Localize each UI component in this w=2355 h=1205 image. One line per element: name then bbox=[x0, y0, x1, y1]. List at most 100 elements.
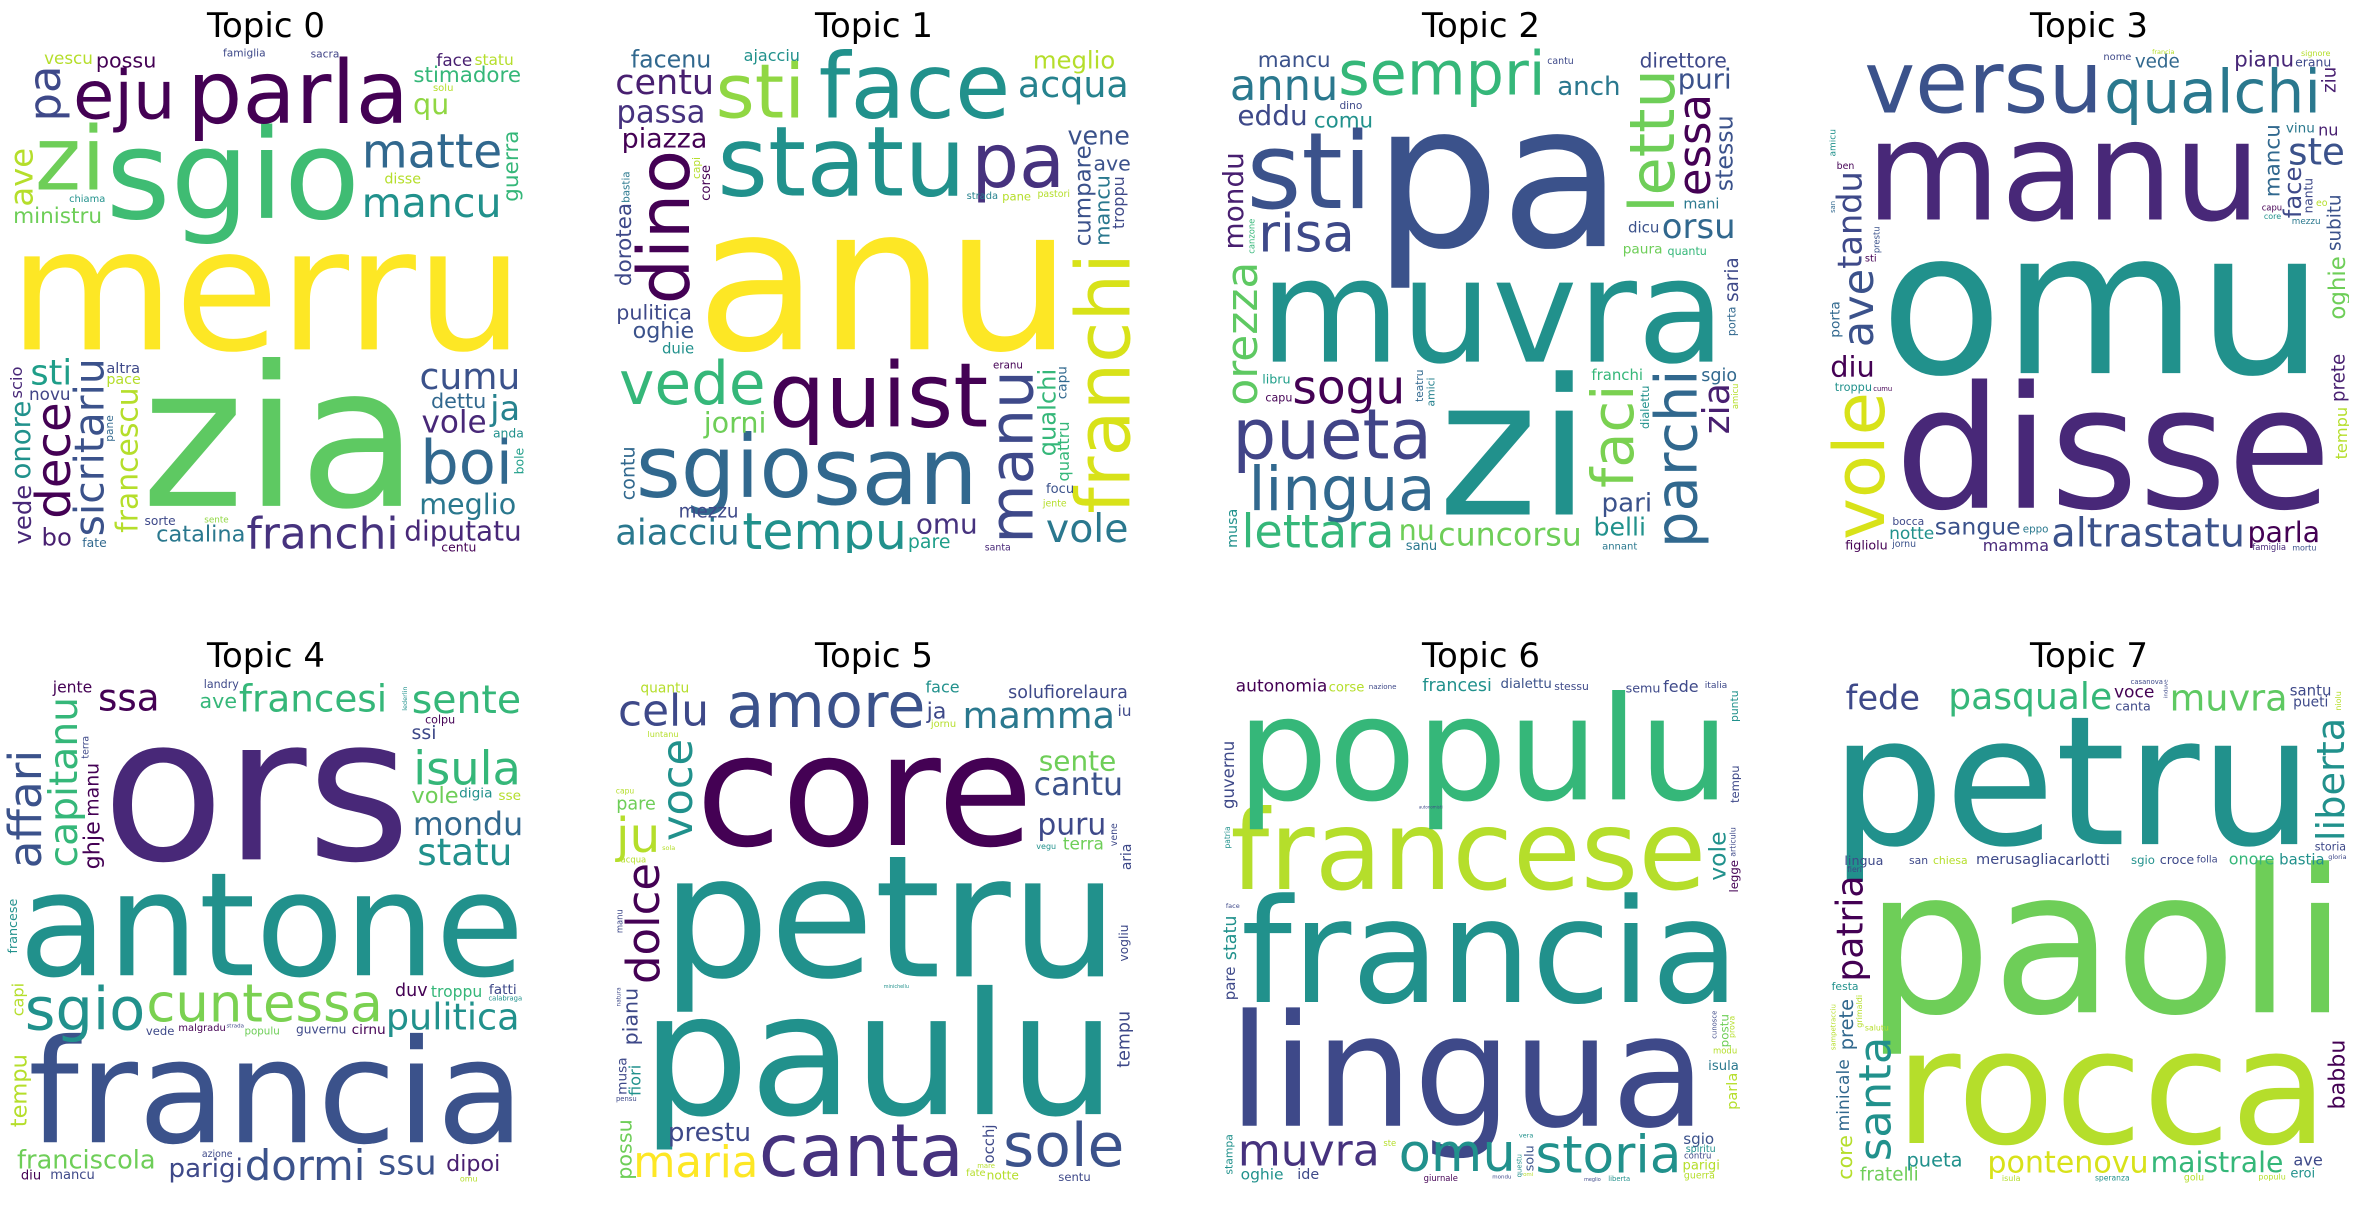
word: francese bbox=[1230, 788, 1706, 916]
word: porta bbox=[1726, 307, 1739, 337]
word: passa bbox=[616, 95, 705, 130]
word: paura bbox=[1623, 241, 1663, 257]
word: speranza bbox=[2095, 1174, 2130, 1183]
word-cloud: omu disse manu versu qualchi vole altrastatu sa… bbox=[1829, 48, 2349, 553]
word: eranu bbox=[2295, 54, 2331, 69]
word: novu bbox=[29, 384, 70, 404]
word: quist bbox=[769, 344, 989, 448]
word: core bbox=[1833, 1135, 1857, 1180]
word: italia bbox=[1705, 680, 1728, 691]
word: cirnu bbox=[352, 1022, 386, 1038]
word: onore bbox=[6, 401, 37, 480]
word: manu bbox=[82, 763, 104, 817]
word: altra bbox=[106, 360, 140, 377]
word: face bbox=[819, 48, 1011, 140]
word: pulitica bbox=[386, 996, 520, 1039]
word: possu bbox=[614, 1119, 637, 1179]
word: amore bbox=[726, 678, 925, 742]
word: vole bbox=[1829, 392, 1901, 540]
topic-panel-3: Topic 3 omu disse manu versu qualchi vole altr… bbox=[1829, 6, 2349, 553]
word: paoli bbox=[1865, 827, 2348, 1060]
word: babbu bbox=[2325, 1040, 2350, 1110]
word: santa bbox=[1849, 1037, 1902, 1161]
word: amicu bbox=[1730, 384, 1740, 410]
word: saria bbox=[1722, 257, 1741, 302]
word: fede bbox=[1846, 678, 1920, 717]
word: boi bbox=[420, 429, 513, 499]
word: duie bbox=[662, 340, 694, 358]
word: sente bbox=[1039, 745, 1116, 778]
word: fiori bbox=[625, 1065, 644, 1096]
word: core bbox=[696, 700, 1033, 882]
topic-panel-1: Topic 1 anu quist statu san face sgio vede temp… bbox=[614, 6, 1134, 553]
word: sgio bbox=[2131, 853, 2155, 867]
word: possu bbox=[96, 48, 156, 72]
word: fede bbox=[1663, 678, 1698, 696]
word: stampa bbox=[1223, 1134, 1236, 1174]
word: mondu bbox=[1221, 152, 1250, 249]
word: legge bbox=[1727, 860, 1741, 892]
word: matte bbox=[362, 124, 502, 179]
word: onore bbox=[2229, 850, 2275, 869]
word: semu bbox=[1626, 681, 1661, 696]
word: face bbox=[926, 678, 960, 697]
word: dece bbox=[26, 402, 82, 518]
word: questu bbox=[1515, 1154, 1523, 1177]
word: zia bbox=[141, 325, 418, 553]
word: franchi bbox=[246, 508, 398, 553]
word: sgio bbox=[1683, 1130, 1714, 1148]
word: cunosce bbox=[1711, 1011, 1719, 1039]
word: cantu bbox=[1547, 56, 1574, 67]
panel-title: Topic 1 bbox=[815, 6, 933, 46]
topic-panel-6: Topic 6 francia francese lingua populu omu st… bbox=[1221, 636, 1741, 1183]
word: franciscola bbox=[17, 1145, 155, 1175]
word: autonomisti bbox=[1419, 805, 1443, 810]
word: face bbox=[2279, 167, 2307, 219]
word: mancu bbox=[50, 1168, 95, 1183]
word: capitanu bbox=[42, 697, 87, 867]
word: scio bbox=[7, 367, 26, 399]
word: corse bbox=[1329, 680, 1365, 695]
word: francesi bbox=[239, 678, 387, 720]
word: isula bbox=[413, 741, 521, 795]
word: francia bbox=[2152, 48, 2174, 56]
word: contru bbox=[1684, 1152, 1711, 1162]
word: pasquale bbox=[1948, 678, 2112, 718]
word: porta bbox=[1829, 301, 1844, 337]
word: anu bbox=[696, 164, 1072, 397]
word: luntanu bbox=[648, 729, 679, 739]
word: modu bbox=[1713, 1047, 1737, 1057]
word: calabraga bbox=[488, 994, 522, 1002]
word: muvra bbox=[2170, 678, 2288, 719]
word: niolu bbox=[2334, 691, 2343, 710]
word: francescu bbox=[110, 387, 145, 532]
word: chiesa bbox=[1933, 854, 1968, 867]
word: folla bbox=[2197, 855, 2218, 866]
word: statu bbox=[717, 105, 966, 219]
word: pa bbox=[18, 66, 71, 122]
word: duv bbox=[395, 981, 428, 1001]
word: bastia bbox=[2279, 850, 2324, 868]
word: azione bbox=[202, 1149, 233, 1160]
word: centu bbox=[441, 540, 476, 554]
word: nu bbox=[2318, 121, 2338, 140]
word: articulu bbox=[1729, 827, 1738, 857]
word: mare bbox=[977, 1162, 995, 1170]
word: qualchi bbox=[2104, 58, 2321, 128]
word-cloud: muvra pa zi pueta sempri sti lingua lettu parchi… bbox=[1221, 48, 1741, 553]
word: voce bbox=[653, 739, 703, 841]
word: spiritu bbox=[1686, 1144, 1716, 1155]
word: pueta bbox=[1906, 1149, 1962, 1172]
word: mancu bbox=[1258, 48, 1331, 73]
word: capu bbox=[1265, 392, 1292, 405]
word: dialettu bbox=[1501, 678, 1552, 692]
word: disse bbox=[1895, 351, 2332, 549]
word: sgio bbox=[636, 418, 812, 518]
word: lederlin bbox=[401, 686, 409, 710]
topic-panel-2: Topic 2 muvra pa zi pueta sempri sti lingua let… bbox=[1221, 6, 1741, 553]
word: vole bbox=[1046, 506, 1129, 552]
panel-title: Topic 0 bbox=[207, 6, 325, 46]
word: ghje bbox=[80, 821, 106, 869]
